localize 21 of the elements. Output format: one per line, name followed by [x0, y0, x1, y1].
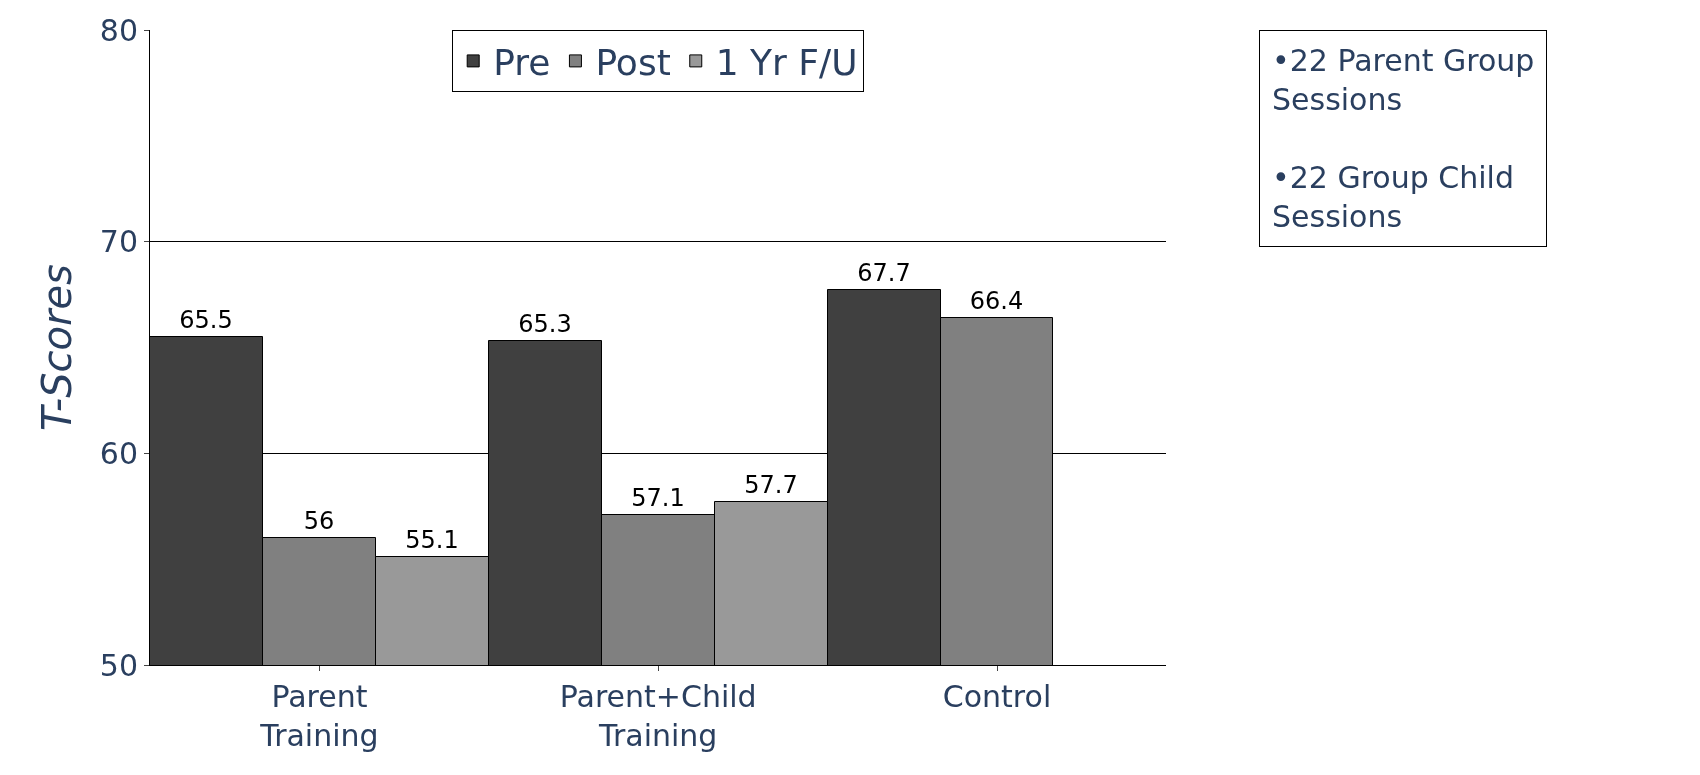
legend-label: Post — [595, 41, 671, 83]
text: •22 Group Child Sessions — [1272, 160, 1514, 234]
data-label: 67.7 — [857, 258, 911, 287]
text: •22 Parent Group Sessions — [1272, 43, 1535, 117]
y-tick-label: 60 — [99, 435, 138, 471]
x-tick-label: Control — [942, 679, 1052, 714]
x-tick-label: Parent+Child Training — [559, 679, 757, 753]
data-label: 57.1 — [631, 483, 685, 512]
data-label: 65.3 — [518, 309, 572, 338]
x-tick-label: Parent Training — [259, 679, 379, 753]
y-axis-title: T-Scores — [34, 264, 81, 431]
y-tick-label: 50 — [99, 647, 138, 683]
y-tick-label: 80 — [99, 12, 138, 48]
data-label: 57.7 — [744, 470, 798, 499]
legend-label: Pre — [493, 41, 551, 83]
data-label: 66.4 — [969, 286, 1024, 315]
data-label: 65.5 — [179, 305, 233, 334]
data-label: 56 — [303, 506, 335, 535]
y-tick-label: 70 — [99, 224, 138, 260]
data-label: 55.1 — [405, 525, 459, 554]
legend-label: 1 Yr F/U — [715, 41, 858, 83]
